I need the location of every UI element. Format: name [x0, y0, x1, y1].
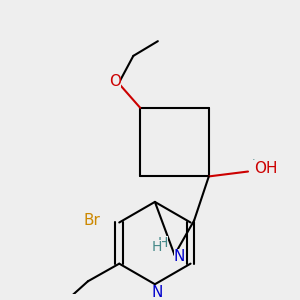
Text: OH: OH	[254, 161, 278, 176]
Text: O: O	[109, 74, 121, 89]
Text: N: N	[151, 285, 163, 300]
Text: Br: Br	[83, 213, 100, 228]
Text: N: N	[174, 249, 185, 264]
Text: H: H	[158, 236, 168, 250]
Text: H: H	[152, 240, 162, 254]
Text: ·: ·	[252, 155, 256, 165]
